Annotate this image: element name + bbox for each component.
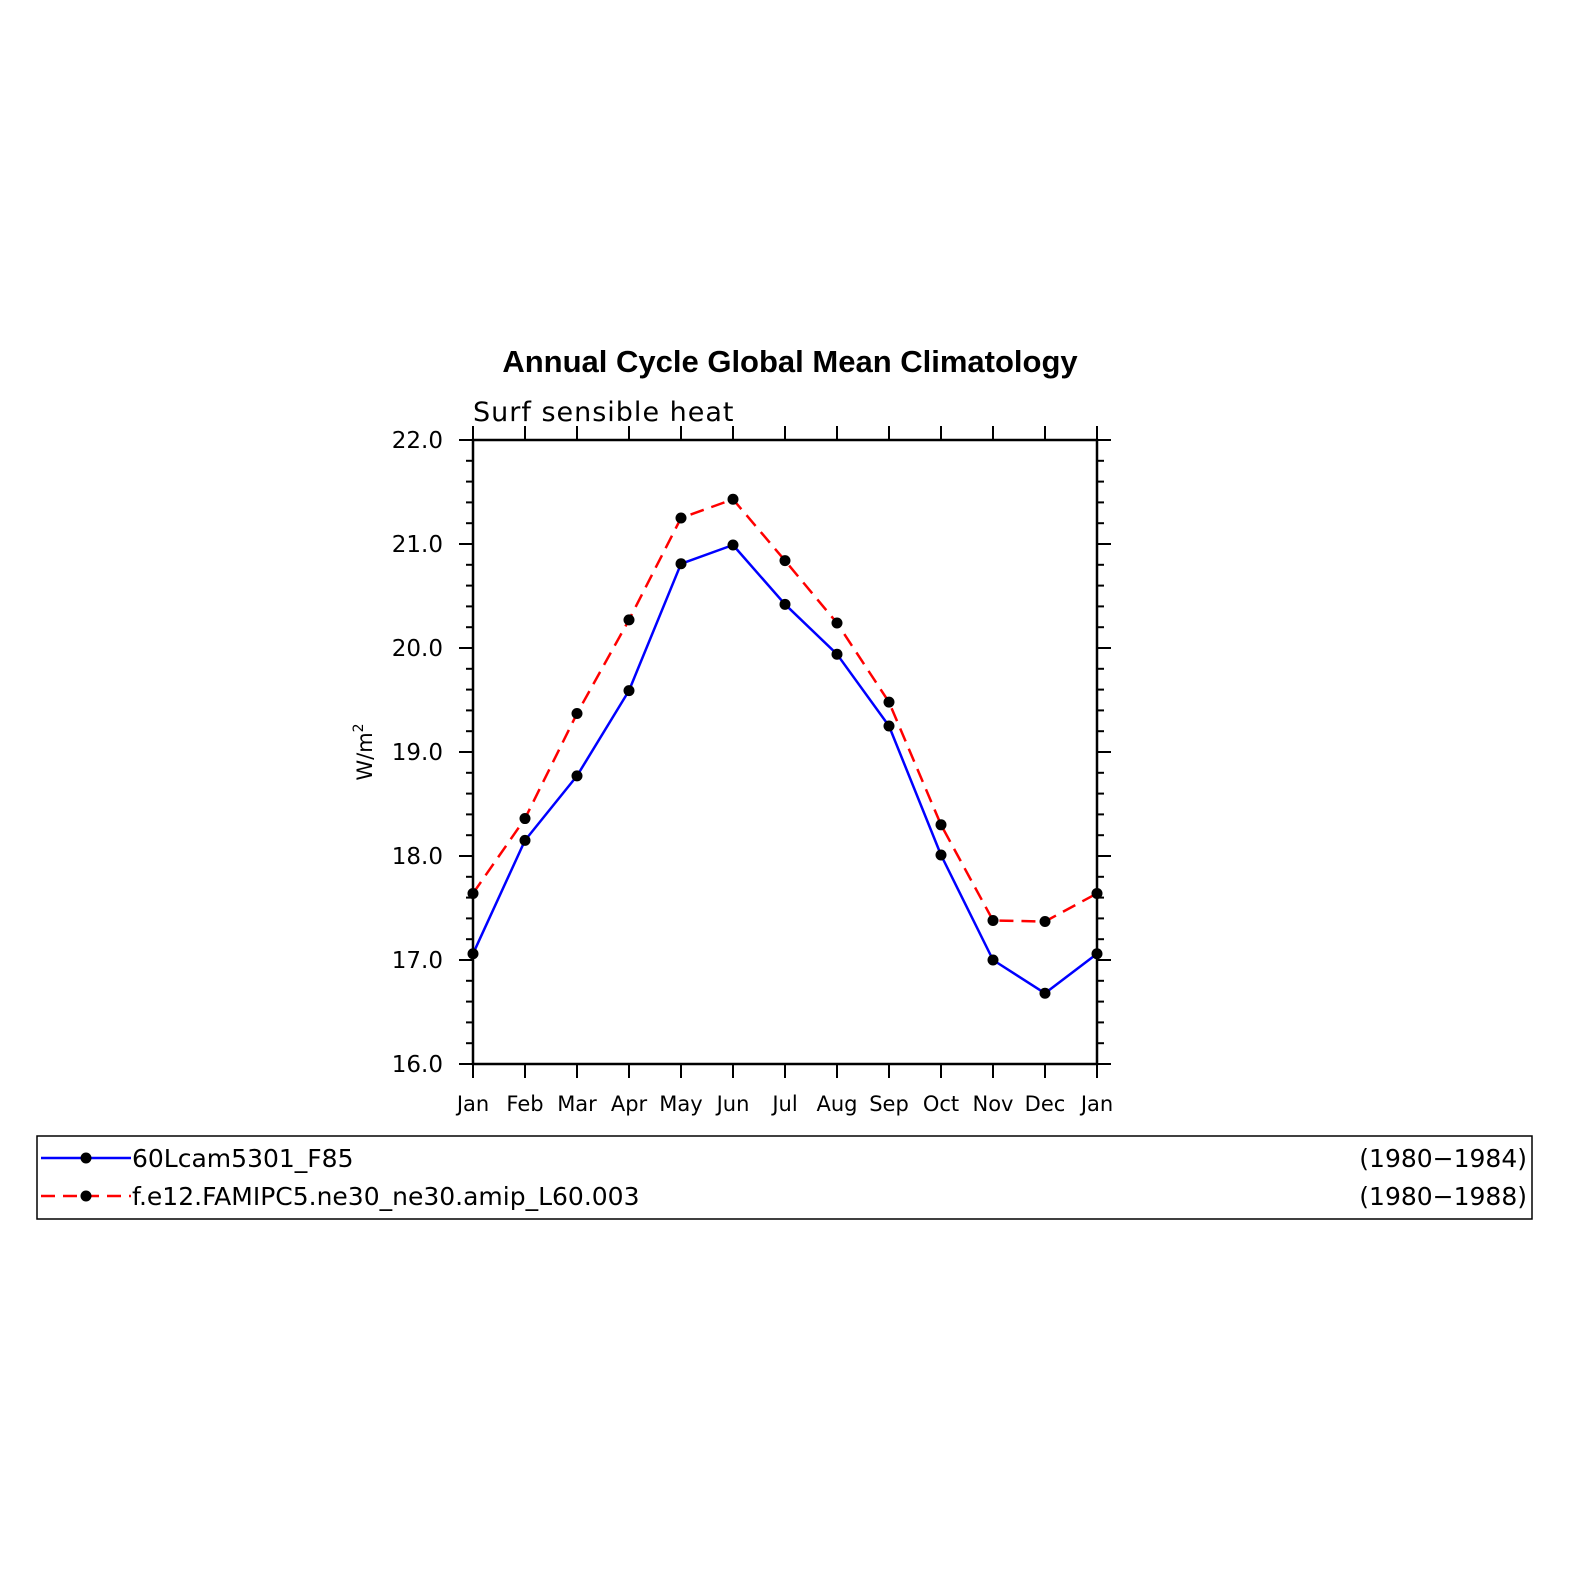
y-tick-label: 16.0 bbox=[392, 1052, 443, 1078]
legend-swatch-marker bbox=[80, 1152, 92, 1164]
data-point bbox=[571, 770, 583, 782]
legend-entry-period: (1980−1984) bbox=[1359, 1144, 1527, 1173]
legend-box bbox=[36, 1135, 1533, 1220]
data-point bbox=[727, 539, 739, 551]
data-point bbox=[987, 954, 999, 966]
y-axis-label: W/m2 bbox=[351, 723, 377, 780]
series-layer bbox=[467, 493, 1103, 999]
data-point bbox=[1091, 948, 1103, 960]
x-tick-label: Jul bbox=[770, 1092, 797, 1116]
x-tick-label: Mar bbox=[557, 1092, 597, 1116]
data-point bbox=[883, 720, 895, 732]
x-tick-label: Jan bbox=[455, 1092, 489, 1116]
x-tick-label: Oct bbox=[923, 1092, 959, 1116]
data-point bbox=[935, 849, 947, 861]
data-point bbox=[935, 819, 947, 831]
y-axis-label-superscript: 2 bbox=[351, 723, 367, 732]
legend-entry-name: f.e12.FAMIPC5.ne30_ne30.amip_L60.003 bbox=[132, 1182, 640, 1211]
data-point bbox=[831, 648, 843, 660]
x-tick-label: Jun bbox=[715, 1092, 750, 1116]
chart-title: Annual Cycle Global Mean Climatology bbox=[502, 344, 1078, 379]
data-point bbox=[623, 685, 635, 697]
legend: 60Lcam5301_F85 (1980−1984) f.e12.FAMIPC5.n… bbox=[36, 1135, 1533, 1220]
data-point bbox=[831, 617, 843, 629]
plot-frame bbox=[471, 438, 1099, 1066]
x-tick-label: Sep bbox=[869, 1092, 909, 1116]
data-point bbox=[1091, 887, 1103, 899]
data-point bbox=[987, 914, 999, 926]
y-tick-label: 20.0 bbox=[392, 636, 443, 662]
y-tick-label: 19.0 bbox=[392, 740, 443, 766]
data-point bbox=[571, 708, 583, 720]
y-tick-label: 21.0 bbox=[392, 532, 443, 558]
series-line bbox=[471, 543, 1098, 995]
chart-subtitle: Surf sensible heat bbox=[473, 397, 735, 428]
legend-swatch-marker bbox=[80, 1190, 92, 1202]
y-axis-label-text: W/m bbox=[353, 732, 377, 780]
data-point bbox=[779, 598, 791, 610]
data-point bbox=[1039, 987, 1051, 999]
data-point bbox=[727, 493, 739, 505]
series-1 bbox=[467, 539, 1103, 999]
y-tick-label: 22.0 bbox=[392, 428, 443, 454]
data-point bbox=[519, 834, 531, 846]
data-point bbox=[1039, 916, 1051, 928]
data-point bbox=[779, 555, 791, 567]
series-2 bbox=[467, 493, 1103, 928]
data-point bbox=[883, 696, 895, 708]
x-tick-label: May bbox=[659, 1092, 702, 1116]
data-point bbox=[675, 558, 687, 570]
x-tick-label: Aug bbox=[816, 1092, 857, 1116]
legend-entry-name: 60Lcam5301_F85 bbox=[132, 1144, 353, 1173]
data-point bbox=[623, 614, 635, 626]
data-point bbox=[467, 948, 479, 960]
legend-entry-period: (1980−1988) bbox=[1359, 1182, 1527, 1211]
x-tick-label: Jan bbox=[1079, 1092, 1113, 1116]
data-point bbox=[467, 887, 479, 899]
data-point bbox=[675, 512, 687, 524]
x-tick-label: Nov bbox=[973, 1092, 1014, 1116]
x-tick-label: Apr bbox=[611, 1092, 648, 1116]
y-tick-label: 18.0 bbox=[392, 844, 443, 870]
plot-axes: 16.0 17.0 18.0 19.0 20.0 21.0 22.0 Jan Feb Mar Apr… bbox=[392, 426, 1113, 1116]
y-tick-label: 17.0 bbox=[392, 948, 443, 974]
x-tick-label: Feb bbox=[506, 1092, 543, 1116]
x-tick-label: Dec bbox=[1025, 1092, 1066, 1116]
data-point bbox=[519, 813, 531, 825]
